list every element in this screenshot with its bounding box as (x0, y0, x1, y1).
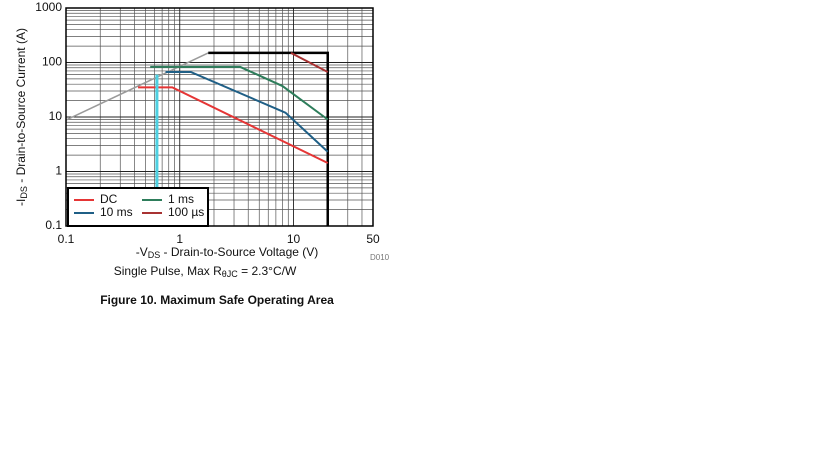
y-axis-label: -IDS - Drain-to-Source Current (A) (14, 28, 29, 206)
series-line (290, 52, 329, 73)
x-tick-label: 10 (287, 232, 301, 246)
limit-line (65, 52, 209, 121)
x-label-part: -V (136, 245, 148, 259)
y-label-part: - Drain-to-Source Current (A) (14, 28, 28, 186)
series-line (150, 65, 329, 121)
legend-label: 10 ms (100, 205, 133, 219)
x-label-part: - Drain-to-Source Voltage (V) (160, 245, 318, 259)
caption: Figure 10. Maximum Safe Operating Area (100, 293, 334, 307)
subtitle-part: = 2.3°C/W (238, 264, 297, 278)
y-tick-label: 1000 (35, 0, 62, 14)
series-line (165, 70, 329, 153)
y-tick-label: 0.1 (45, 218, 62, 232)
legend-label: 1 ms (168, 192, 194, 206)
x-axis-label: -VDS - Drain-to-Source Voltage (V) (136, 245, 319, 260)
series-line (138, 86, 329, 164)
subtitle: Single Pulse, Max RθJC = 2.3°C/W (114, 264, 297, 279)
legend-label: 100 µs (168, 205, 204, 219)
y-tick-label: 10 (49, 109, 63, 123)
y-tick-label: 1 (55, 164, 62, 178)
subtitle-part: Single Pulse, Max R (114, 264, 222, 278)
y-label-part: -I (14, 199, 28, 206)
y-label-sub: DS (19, 186, 29, 199)
legend-label: DC (100, 192, 118, 206)
subtitle-sub: θJC (222, 269, 239, 279)
figure-code: D010 (370, 253, 390, 262)
plot-border (65, 7, 374, 227)
x-tick-label: 0.1 (58, 232, 75, 246)
limit-line (208, 51, 329, 226)
y-tick-label: 100 (42, 55, 62, 69)
legend-box (67, 187, 209, 227)
x-tick-label: 1 (176, 232, 183, 246)
x-tick-label: 50 (366, 232, 380, 246)
x-label-sub: DS (148, 250, 161, 260)
